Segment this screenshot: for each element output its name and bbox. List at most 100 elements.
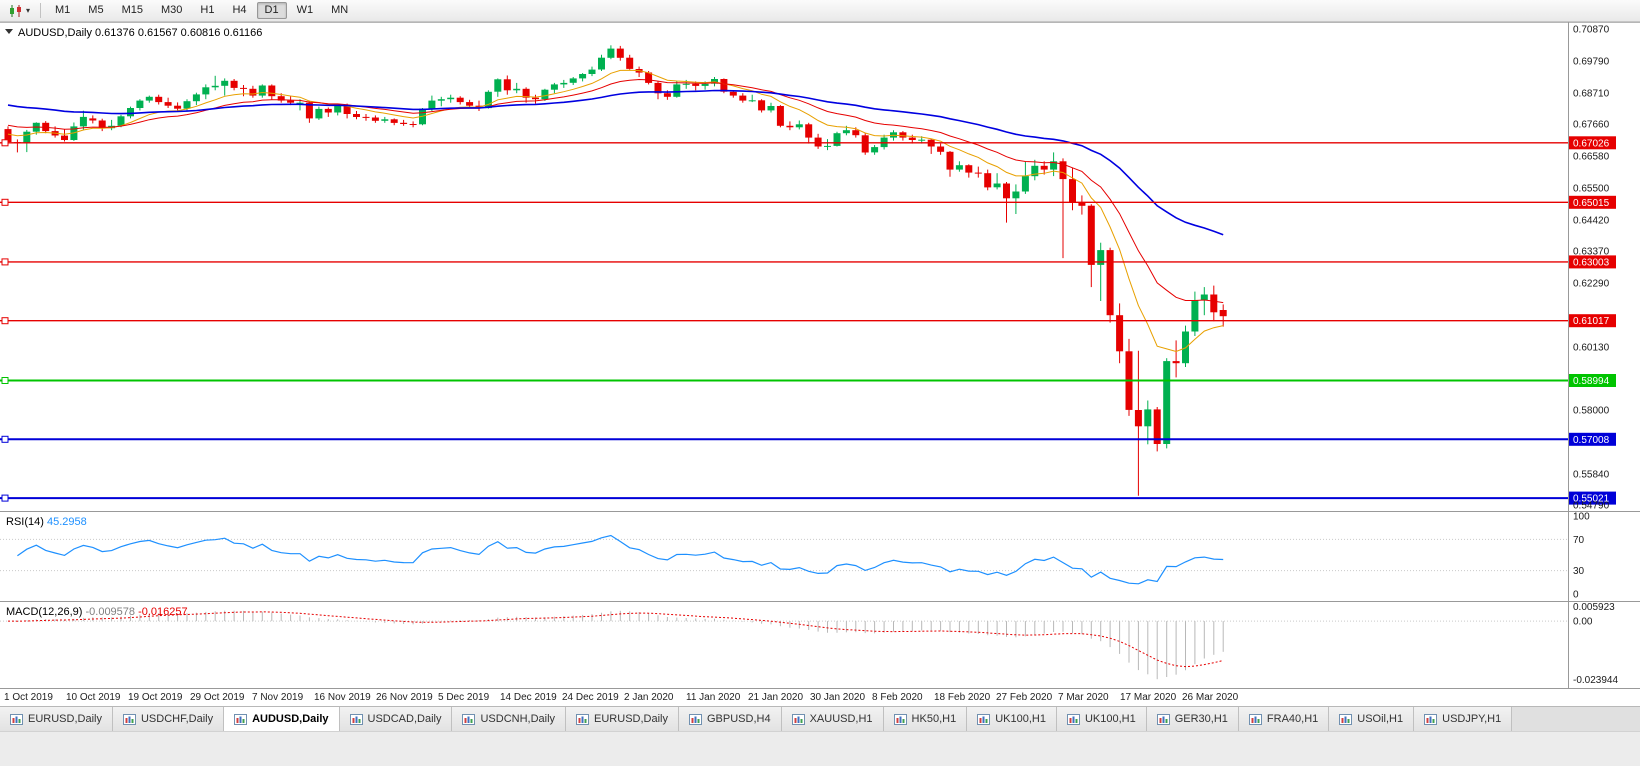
hline-handle[interactable] xyxy=(1,377,9,384)
timeframe-buttons: M1 M5 M15 M30 H1 H4 D1 W1 MN xyxy=(47,2,356,19)
chart-tab-icon xyxy=(349,713,363,725)
candle-body xyxy=(908,137,916,140)
hline-handle[interactable] xyxy=(1,139,9,147)
chart-tab-icon xyxy=(122,713,136,725)
price-tag-text: 0.63003 xyxy=(1573,257,1610,268)
chart-tab-uk100-h1[interactable]: UK100,H1 xyxy=(967,707,1057,731)
chart-tab-eurusd-daily[interactable]: EURUSD,Daily xyxy=(0,707,113,731)
candle-body xyxy=(560,82,568,85)
timeframe-button-m5[interactable]: M5 xyxy=(88,4,104,16)
price-axis-label: 0.67660 xyxy=(1573,120,1610,131)
price-tag xyxy=(1569,314,1616,328)
hline-0.58994[interactable]: 0.58994 xyxy=(0,374,1616,387)
macd-label: MACD(12,26,9) -0.009578 -0.016257 xyxy=(6,606,188,618)
candle-body xyxy=(277,96,285,101)
candle-body xyxy=(607,48,615,58)
chart-tab-icon xyxy=(462,713,476,725)
candle-body xyxy=(984,173,992,188)
hline-0.61017[interactable]: 0.61017 xyxy=(0,314,1616,328)
candle-body xyxy=(739,95,747,101)
chart-tab-gbpusd-h4[interactable]: GBPUSD,H4 xyxy=(679,707,782,731)
date-axis-label: 29 Oct 2019 xyxy=(190,692,245,703)
chart-tab-label: GER30,H1 xyxy=(1174,713,1228,725)
candle-body xyxy=(1021,176,1029,192)
hline-0.55021[interactable]: 0.55021 xyxy=(0,491,1616,505)
date-axis-label: 10 Oct 2019 xyxy=(66,692,121,703)
timeframe-button-m30[interactable]: M30 xyxy=(160,4,183,16)
price-axis-label: 0.65500 xyxy=(1573,184,1610,195)
timeframe-button-w1[interactable]: W1 xyxy=(296,4,314,16)
timeframe-button-d1[interactable]: D1 xyxy=(256,2,287,19)
chart-tab-uk100-h1[interactable]: UK100,H1 xyxy=(1056,707,1147,731)
chart-tab-icon xyxy=(1156,713,1170,725)
hline-0.65015[interactable]: 0.65015 xyxy=(0,195,1616,209)
candle-body xyxy=(221,80,229,86)
candle-body xyxy=(456,97,464,103)
chart-tab-label: USDCAD,Daily xyxy=(367,713,442,725)
timeframe-button-m15[interactable]: M15 xyxy=(121,4,143,16)
chart-tab-usdchf-daily[interactable]: USDCHF,Daily xyxy=(112,707,225,731)
candle-body xyxy=(937,146,945,152)
macd-axis-label: 0.005923 xyxy=(1573,602,1615,613)
chart-tab-label: FRA40,H1 xyxy=(1266,713,1319,725)
chart-tab-fra40-h1[interactable]: FRA40,H1 xyxy=(1238,707,1330,731)
chart-tab-hk50-h1[interactable]: HK50,H1 xyxy=(883,707,968,731)
candle-body xyxy=(334,106,342,113)
timeframe-button-mn[interactable]: MN xyxy=(331,4,349,16)
macd-axis-label: -0.023944 xyxy=(1573,675,1618,686)
hline-0.63003[interactable]: 0.63003 xyxy=(0,255,1616,269)
hline-0.57008[interactable]: 0.57008 xyxy=(0,432,1616,446)
chart-tab-audusd-daily[interactable]: AUDUSD,Daily xyxy=(224,707,340,731)
chart-tab-usdjpy-h1[interactable]: USDJPY,H1 xyxy=(1414,707,1513,731)
chart-tab-label: EURUSD,Daily xyxy=(594,713,668,725)
candle-body xyxy=(701,83,709,86)
toolbar-separator xyxy=(40,3,42,18)
chart-menu-icon[interactable] xyxy=(5,29,13,34)
candle-body xyxy=(1106,250,1114,316)
chart-type-button[interactable]: ▾ xyxy=(4,3,34,19)
candle-body xyxy=(974,172,982,174)
timeframe-button-h4[interactable]: H4 xyxy=(232,4,247,16)
chart-tab-ger30-h1[interactable]: GER30,H1 xyxy=(1146,707,1239,731)
rsi-axis-label: 0 xyxy=(1573,590,1579,601)
candle-body xyxy=(871,147,879,153)
chart-tab-label: USDCNH,Daily xyxy=(480,713,556,725)
candle-body xyxy=(503,79,511,91)
hline-handle[interactable] xyxy=(1,317,9,325)
candle-body xyxy=(98,120,106,129)
hline-handle[interactable] xyxy=(1,258,9,266)
chart-tab-usdcad-daily[interactable]: USDCAD,Daily xyxy=(339,707,453,731)
candle-body xyxy=(1210,294,1218,313)
candle-body xyxy=(532,97,539,100)
price-tag-text: 0.55021 xyxy=(1573,494,1610,505)
chart-tab-xauusd-h1[interactable]: XAUUSD,H1 xyxy=(781,707,884,731)
candle-body xyxy=(711,79,718,84)
chart-tab-usoil-h1[interactable]: USOil,H1 xyxy=(1329,707,1415,731)
date-axis-label: 24 Dec 2019 xyxy=(562,692,619,703)
chart-tab-usdcnh-daily[interactable]: USDCNH,Daily xyxy=(452,707,567,731)
hline-0.67026[interactable]: 0.67026 xyxy=(0,136,1616,150)
price-tag xyxy=(1569,374,1616,387)
candle-body xyxy=(164,102,172,106)
hline-handle[interactable] xyxy=(1,494,9,502)
price-tag-text: 0.58994 xyxy=(1573,376,1610,387)
hline-handle[interactable] xyxy=(1,198,9,206)
price-tag-text: 0.65015 xyxy=(1573,198,1610,209)
candle-body xyxy=(1097,250,1105,265)
timeframe-button-m1[interactable]: M1 xyxy=(55,4,71,16)
price-tag-text: 0.57008 xyxy=(1573,435,1610,446)
hline-handle[interactable] xyxy=(1,435,9,443)
candle-body xyxy=(673,84,681,97)
chart-tab-eurusd-daily[interactable]: EURUSD,Daily xyxy=(566,707,679,731)
price-axis-label: 0.63370 xyxy=(1573,247,1610,258)
date-axis-label: 14 Dec 2019 xyxy=(500,692,557,703)
price-axis-label: 0.69790 xyxy=(1573,57,1610,68)
chart-area[interactable]: 0.67026 0.65015 0.63003 0.61017 0.58994 0.570… xyxy=(0,22,1640,706)
candle-body xyxy=(918,139,926,141)
date-axis-label: 18 Feb 2020 xyxy=(934,692,991,703)
candle-body xyxy=(117,116,125,126)
timeframe-button-h1[interactable]: H1 xyxy=(200,4,215,16)
candle-body xyxy=(692,83,700,86)
candle-body xyxy=(89,118,97,121)
candle-body xyxy=(569,78,577,83)
